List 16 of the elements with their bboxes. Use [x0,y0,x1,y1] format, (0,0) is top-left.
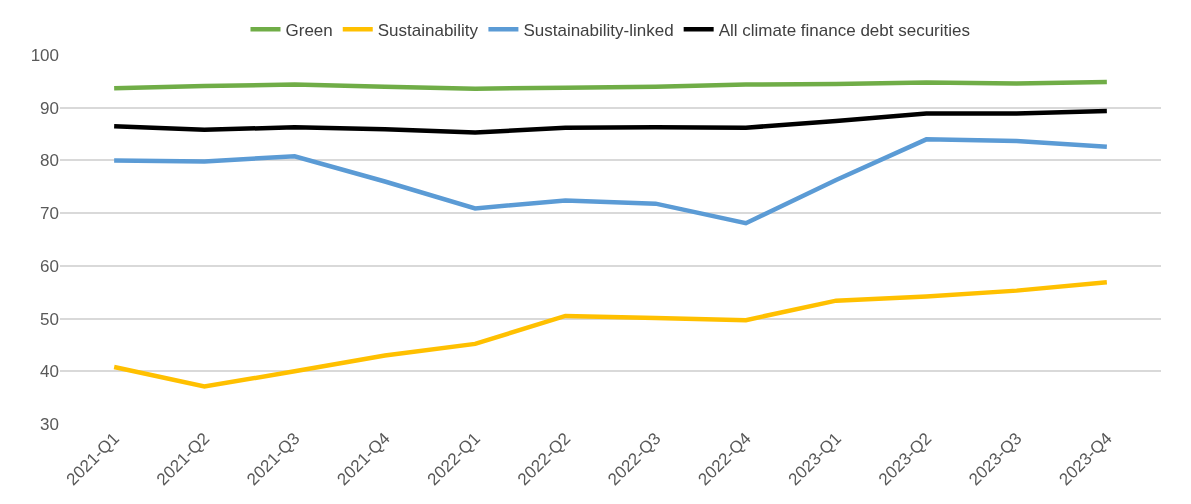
legend-label: Sustainability [377,20,479,40]
y-tick-label: 60 [40,256,59,276]
legend-label: Sustainability-linked [523,20,674,40]
y-tick-label: 100 [30,45,59,65]
legend-label: Green [285,20,333,40]
line-series [111,108,1110,135]
y-tick-label: 50 [40,309,59,329]
y-tick-label: 30 [40,414,59,434]
line-series [111,279,1110,389]
line-series [111,79,1110,91]
legend-label: All climate finance debt securities [718,20,971,40]
y-tick-label: 80 [40,151,59,171]
y-tick-label: 90 [40,98,59,118]
y-tick-label: 40 [40,362,59,382]
y-tick-label: 70 [40,204,59,224]
line-series [111,137,1110,226]
